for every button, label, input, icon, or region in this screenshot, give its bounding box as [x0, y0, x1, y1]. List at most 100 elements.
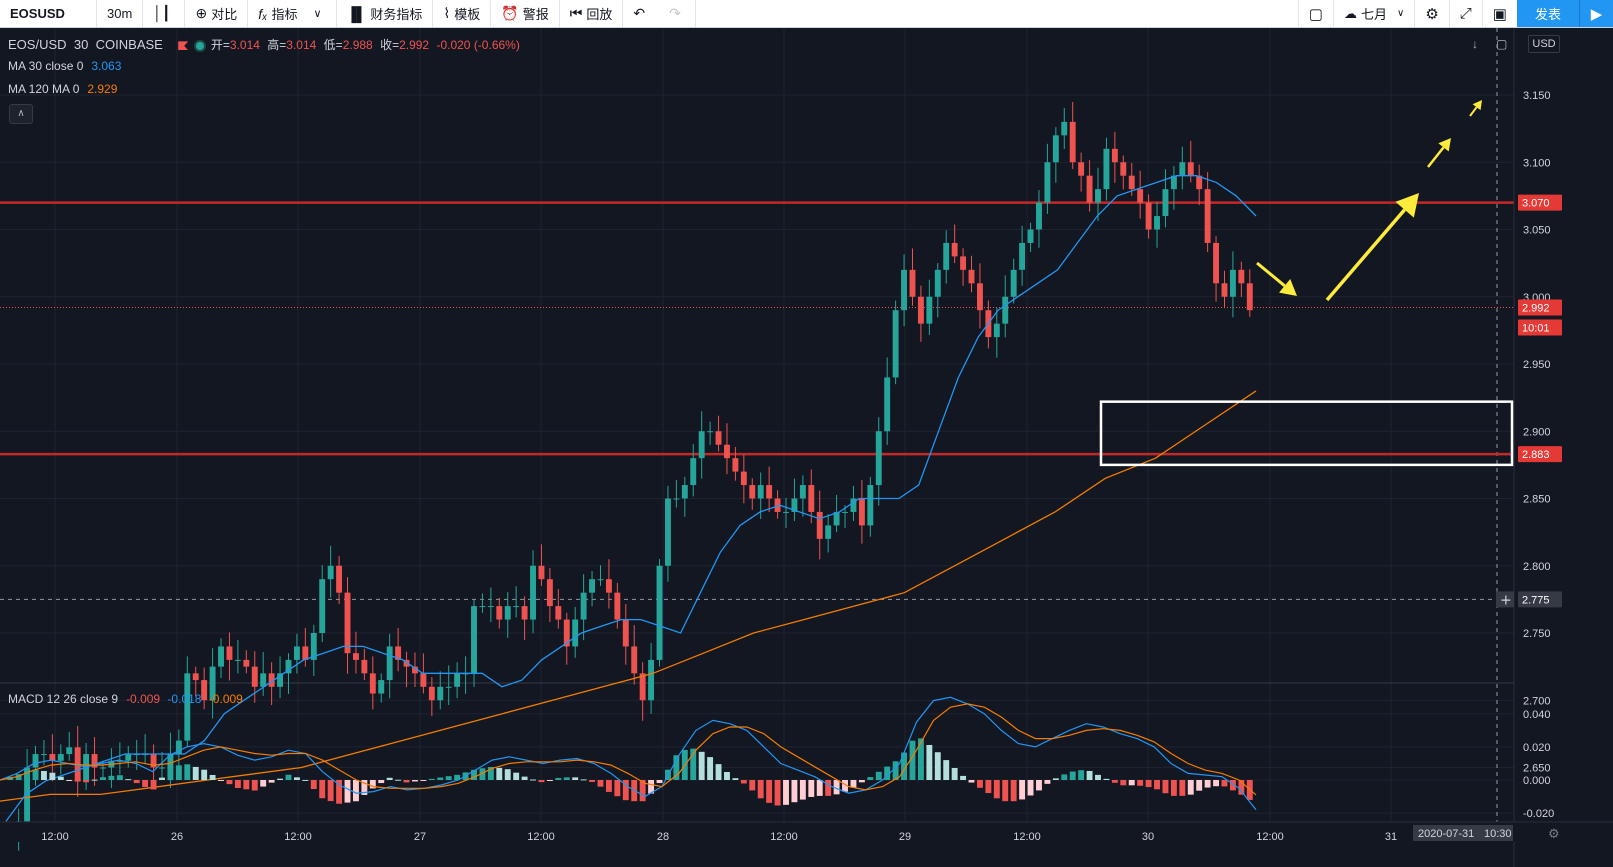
macd-histogram-bar	[1036, 780, 1042, 791]
compare-button[interactable]: ⊕ 对比	[185, 0, 249, 27]
collapse-legend-button[interactable]: ∧	[9, 104, 33, 124]
annotation-arrow-down-head	[1279, 279, 1297, 296]
macd-histogram-bar	[310, 780, 317, 790]
candle-body	[1095, 189, 1101, 203]
undo-button[interactable]: ↶	[623, 0, 659, 27]
candle-body	[673, 498, 680, 500]
candle-body	[698, 431, 705, 459]
candle-body	[49, 754, 56, 761]
indicators-button[interactable]: fₓ 指标 ∨	[248, 0, 337, 27]
macd-histogram-bar	[91, 779, 98, 781]
candle-body	[631, 646, 638, 674]
candle-body	[496, 606, 503, 620]
time-tick-label: 12:00	[41, 831, 69, 843]
chart-canvas[interactable]: 3.1503.1003.0503.0002.9502.9002.8502.800…	[0, 28, 1613, 867]
replay-label: 回放	[586, 7, 613, 22]
snapshot-button[interactable]: ▣	[1481, 0, 1517, 27]
maximize-pane-icon[interactable]: ▢	[1496, 37, 1508, 51]
grid	[0, 28, 1613, 838]
candle-body	[724, 444, 730, 459]
horizontal-levels	[0, 201, 1514, 600]
main-legend: EOS/USD 30 COINBASE 开=3.014 高=3.014 低=2.…	[8, 36, 524, 53]
candle-body	[572, 619, 579, 647]
macd-histogram-bar	[538, 780, 545, 783]
crosshair-time-label: 10:30	[1484, 828, 1512, 840]
candle-body	[226, 646, 233, 660]
candle-body	[277, 673, 284, 687]
chart-type-button[interactable]: │┃	[143, 0, 186, 27]
fullscreen-button[interactable]: ⤢	[1448, 0, 1482, 27]
redo-button[interactable]: ↷	[659, 0, 696, 27]
macd-histogram-bar	[690, 748, 697, 780]
macd-histogram-bar	[572, 777, 579, 780]
layout-button[interactable]: ▢	[1297, 0, 1333, 27]
alert-button[interactable]: ⏰ 警报	[491, 0, 560, 27]
macd-histogram-bar	[1010, 780, 1017, 802]
price-tick-label: 3.150	[1523, 90, 1551, 102]
interval-button[interactable]: 30m	[97, 0, 144, 27]
macd-histogram-bar	[867, 777, 874, 780]
play-button[interactable]: ▶	[1579, 0, 1613, 27]
publish-button[interactable]: 发表	[1516, 0, 1579, 27]
ma30-label: MA 30 close 0	[8, 59, 84, 73]
financials-button[interactable]: ▐▌ 财务指标	[337, 0, 434, 27]
candle-body	[159, 767, 165, 769]
annotations[interactable]	[1099, 100, 1514, 467]
candle-body	[774, 498, 781, 512]
candle-body	[336, 565, 343, 593]
price-tick-label: 2.650	[1523, 763, 1551, 775]
high-value: 3.014	[286, 38, 317, 52]
axes: 3.1503.1003.0503.0002.9502.9002.8502.800…	[0, 28, 1613, 867]
macd-histogram-bar	[968, 780, 975, 783]
macd-histogram-bar	[201, 769, 208, 780]
macd-histogram-bar	[420, 780, 427, 781]
macd-histogram-bar	[361, 780, 368, 795]
replay-button[interactable]: ⏮ 回放	[560, 0, 624, 27]
macd-histogram-bar	[369, 780, 376, 789]
macd-histogram-bar	[816, 780, 823, 796]
ma120-line	[0, 390, 1257, 802]
symbol-search-button[interactable]: EOSUSD	[0, 0, 97, 27]
candle-body	[1196, 175, 1203, 190]
camera-icon: ▣	[1492, 5, 1507, 23]
candle-body	[487, 606, 494, 608]
low-value: 2.988	[342, 38, 373, 52]
candle-body	[993, 323, 1000, 338]
ma120-label: MA 120 MA 0	[8, 82, 80, 96]
macd-legend[interactable]: MACD 12 26 close 9 -0.009 -0.018 -0.009	[8, 692, 247, 706]
macd-histogram-bar	[808, 780, 815, 797]
settings-button[interactable]: ⚙	[1414, 0, 1448, 27]
candle-body	[816, 511, 823, 539]
ma30-legend[interactable]: MA 30 close 0 3.063	[8, 59, 125, 73]
price-tick-label: 2.950	[1523, 359, 1551, 371]
candles	[7, 101, 1253, 851]
candle-body	[310, 633, 317, 660]
legend-symbol: EOS/USD	[8, 37, 67, 52]
ma120-legend[interactable]: MA 120 MA 0 2.929	[8, 82, 121, 96]
macd-line-value: -0.018	[167, 692, 202, 706]
macd-histogram-bar	[1078, 770, 1085, 780]
macd-histogram-bar	[49, 772, 56, 780]
macd-histogram-bar	[1162, 780, 1169, 794]
arrow-down-icon[interactable]: ↓	[1472, 37, 1478, 51]
candle-body	[656, 565, 663, 660]
price-tick-label: 3.100	[1523, 157, 1551, 169]
templates-button[interactable]: ⌇ 模板	[433, 0, 492, 27]
macd-histogram-bar	[1086, 770, 1093, 780]
candle-body	[791, 498, 798, 512]
month-button[interactable]: ☁ 七月 ∨	[1332, 0, 1414, 27]
macd-histogram-bar	[1238, 780, 1245, 795]
candle-body	[833, 511, 840, 526]
flag-icon[interactable]	[178, 41, 189, 51]
candle-body	[57, 754, 64, 761]
macd-histogram-bar	[32, 769, 39, 780]
market-status-icon[interactable]	[195, 41, 204, 50]
macd-histogram-bar	[875, 771, 882, 780]
macd-histogram-bar	[825, 780, 832, 796]
macd-histogram-bar	[1221, 780, 1228, 787]
macd-histogram-bar	[1052, 778, 1059, 780]
candle-body	[917, 296, 924, 324]
macd-histogram-bar	[1170, 780, 1177, 796]
currency-label[interactable]: USD	[1528, 35, 1560, 53]
legend-interval: 30	[73, 37, 89, 52]
